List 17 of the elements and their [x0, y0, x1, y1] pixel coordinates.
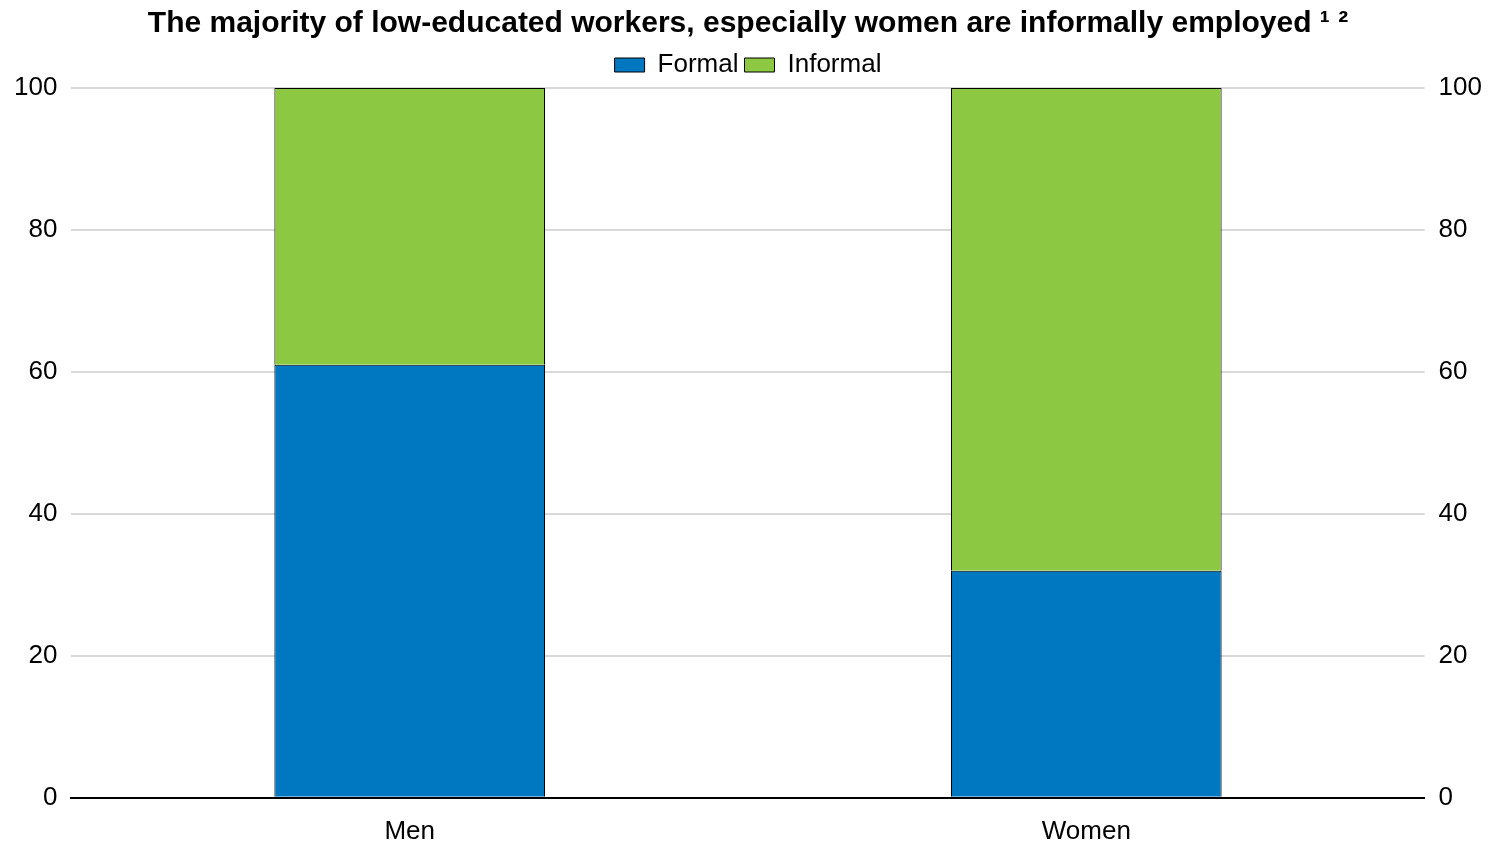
y2-tick-label: 20	[1438, 639, 1468, 670]
legend-label: Informal	[787, 48, 882, 79]
y2-tick-label: 100	[1438, 71, 1483, 102]
y2-tick-label: 40	[1438, 497, 1468, 528]
y-tick-label: 100	[13, 71, 58, 102]
y-tick-label: 20	[28, 639, 58, 670]
y2-tick-label: 80	[1438, 213, 1468, 244]
y-tick-label: 0	[42, 780, 58, 811]
x-tick-label: Women	[1041, 814, 1131, 845]
x-tick-label: Men	[384, 814, 435, 845]
chart-title: The majority of low-educated workers, especially women are informally employed ¹ ²	[147, 5, 1349, 39]
y-tick-label: 60	[28, 355, 58, 386]
y2-tick-label: 60	[1438, 355, 1468, 386]
y-tick-label: 80	[28, 213, 58, 244]
legend-label: Formal	[657, 48, 739, 79]
y2-tick-label: 0	[1438, 780, 1454, 811]
y-tick-label: 40	[28, 497, 58, 528]
